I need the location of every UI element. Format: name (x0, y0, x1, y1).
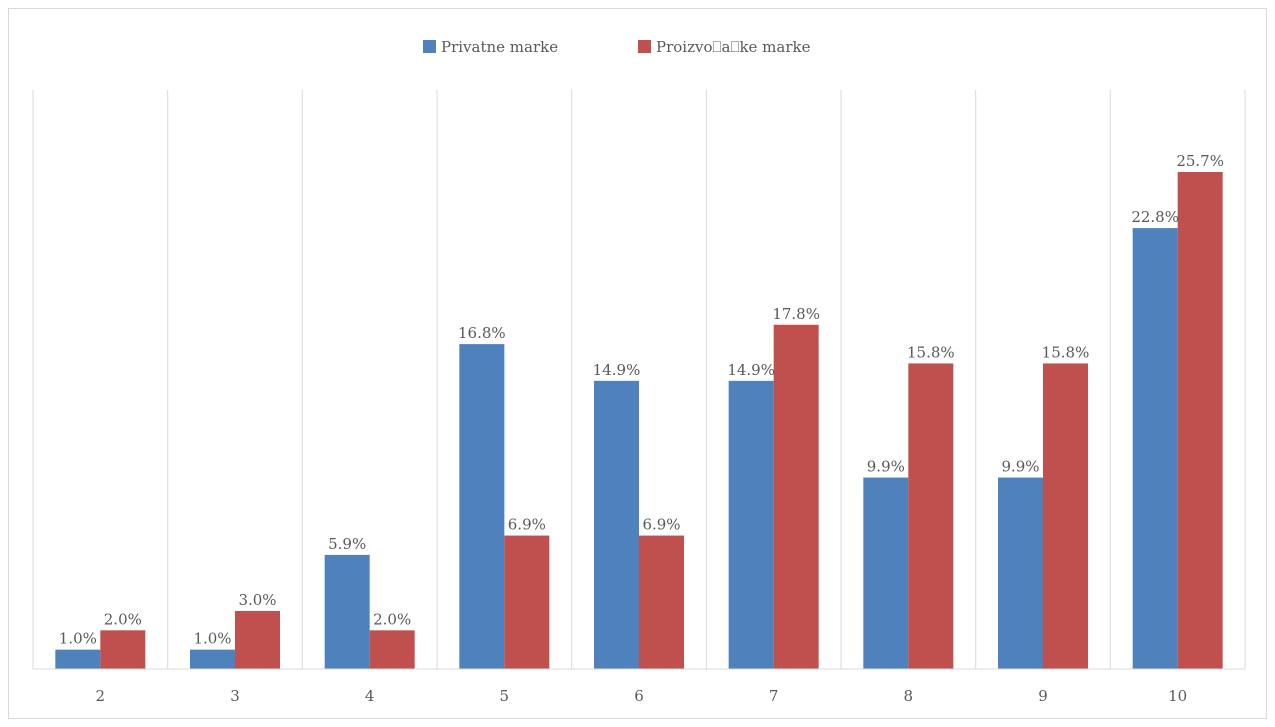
bar-privatne-9 (998, 477, 1043, 669)
bar-proizvodacke-3 (235, 610, 280, 669)
x-tick-label: 2 (96, 687, 106, 705)
x-tick-label: 10 (1168, 687, 1187, 705)
data-label: 14.9% (727, 361, 775, 379)
bar-privatne-8 (863, 477, 909, 669)
data-label: 2.0% (104, 610, 142, 628)
data-label: 9.9% (867, 458, 905, 476)
legend: Privatne marke Proizvo⎕a⎕ke marke (423, 38, 811, 56)
data-label: 15.8% (1042, 343, 1090, 361)
bar-privatne-10 (1132, 228, 1178, 669)
bar-proizvodacke-6 (639, 535, 684, 669)
bar-proizvodacke-4 (369, 630, 415, 669)
legend-label: Proizvo⎕a⎕ke marke (656, 38, 811, 56)
data-label: 16.8% (458, 324, 506, 342)
data-labels: 1.0% 2.0% 1.0% 3.0% 5.9% 2.0% 16.8% 6.9% 14.9% 6.… (59, 152, 1224, 648)
data-label: 1.0% (193, 630, 231, 648)
bar-proizvodacke-2 (100, 630, 146, 669)
bar-privatne-3 (190, 649, 235, 669)
data-label: 6.9% (642, 516, 680, 534)
bar-proizvodacke-10 (1177, 172, 1223, 669)
bar-privatne-5 (459, 344, 505, 669)
data-label: 6.9% (508, 516, 546, 534)
x-tick-label: 9 (1038, 687, 1048, 705)
data-label: 14.9% (593, 361, 641, 379)
bar-proizvodacke-9 (1043, 363, 1088, 669)
gridlines (32, 90, 1246, 669)
x-tick-label: 8 (904, 687, 914, 705)
data-label: 5.9% (328, 535, 366, 553)
legend-swatch (638, 40, 651, 53)
bar-proizvodacke-5 (504, 535, 550, 669)
data-label: 3.0% (238, 591, 276, 609)
x-tick-label: 4 (365, 687, 375, 705)
bar-proizvodacke-8 (908, 363, 954, 669)
data-label: 17.8% (772, 305, 820, 323)
data-label: 22.8% (1131, 208, 1179, 226)
bar-privatne-2 (55, 649, 101, 669)
legend-label: Privatne marke (441, 38, 558, 56)
data-label: 2.0% (373, 610, 411, 628)
data-label: 25.7% (1176, 152, 1224, 170)
bar-privatne-4 (324, 554, 370, 669)
x-tick-label: 3 (230, 687, 240, 705)
bar-proizvodacke-7 (773, 324, 819, 669)
bars (55, 172, 1223, 669)
x-axis-ticks: 2 3 4 5 6 7 8 9 10 (96, 687, 1188, 705)
bar-privatne-6 (594, 380, 639, 669)
x-tick-label: 5 (500, 687, 510, 705)
bar-privatne-7 (728, 380, 774, 669)
data-label: 15.8% (907, 343, 955, 361)
x-tick-label: 7 (769, 687, 779, 705)
data-label: 9.9% (1001, 458, 1039, 476)
data-label: 1.0% (59, 630, 97, 648)
legend-swatch (423, 40, 436, 53)
x-tick-label: 6 (634, 687, 644, 705)
